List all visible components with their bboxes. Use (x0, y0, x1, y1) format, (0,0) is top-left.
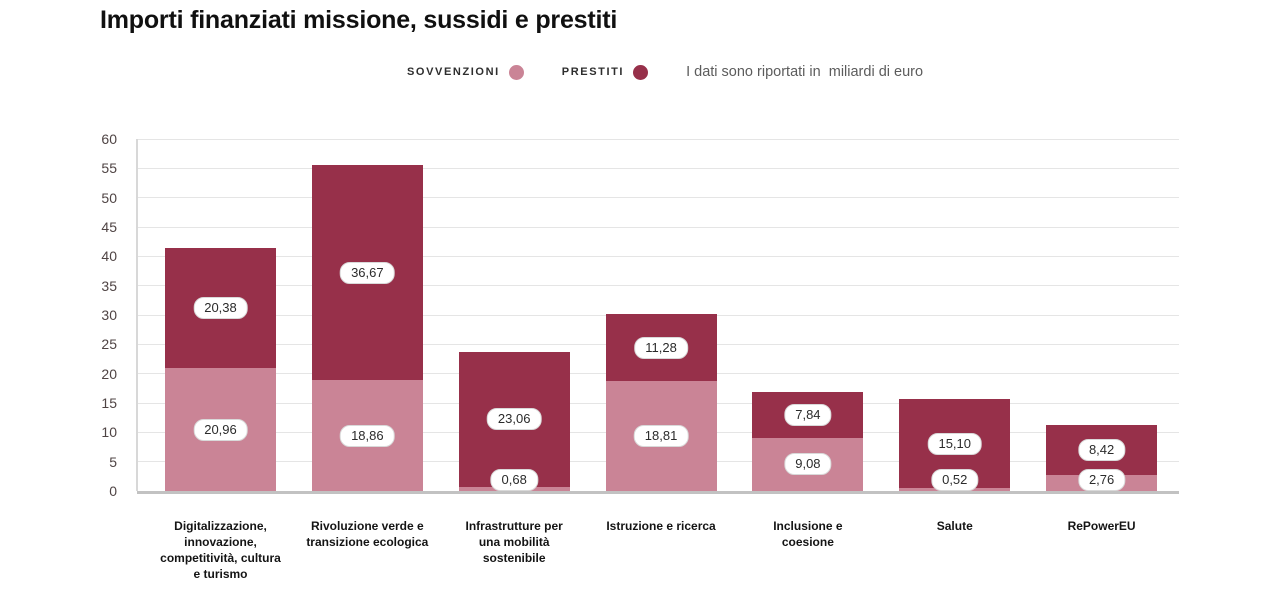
value-label: 36,67 (340, 261, 395, 284)
x-axis-category-label: RePowerEU (1067, 519, 1136, 533)
value-label: 18,86 (340, 424, 395, 447)
y-axis-tick-label: 35 (101, 277, 117, 294)
y-axis-tick-label: 55 (101, 160, 117, 177)
y-axis-tick-label: 5 (109, 453, 117, 470)
x-axis-category-label: Rivoluzione verde e transizione ecologic… (306, 519, 429, 549)
x-axis-category-label: Salute (936, 519, 973, 533)
sovvenzioni-swatch-icon (508, 64, 524, 80)
gridline (137, 197, 1179, 199)
value-label: 7,84 (784, 403, 832, 426)
value-label: 0,68 (490, 469, 538, 491)
y-axis-tick-label: 15 (101, 395, 117, 411)
legend-label-sovvenzioni: SOVVENZIONI (407, 66, 500, 78)
prestiti-swatch-icon (633, 64, 649, 80)
y-axis-tick-label: 40 (101, 248, 117, 265)
gridline (137, 167, 1179, 169)
y-axis-tick-label: 45 (101, 219, 117, 235)
value-label: 9,08 (784, 453, 832, 476)
legend: SOVVENZIONI PRESTITI I dati sono riporta… (407, 62, 923, 82)
value-label: 18,81 (633, 424, 689, 447)
value-label: 0,52 (931, 469, 979, 491)
y-axis-tick-label: 25 (101, 336, 117, 353)
y-axis-tick-label: 0 (109, 483, 117, 499)
legend-item-prestiti[interactable]: PRESTITI (561, 64, 649, 80)
y-axis-tick-label: 20 (101, 365, 117, 382)
gridline (137, 255, 1179, 257)
y-axis-tick-label: 60 (101, 131, 117, 147)
value-label: 8,42 (1077, 439, 1126, 462)
value-label: 15,10 (927, 432, 983, 455)
y-axis-tick-label: 50 (101, 189, 117, 206)
legend-label-prestiti: PRESTITI (561, 66, 625, 78)
chart-title: Importi finanziati missione, sussidi e p… (100, 6, 618, 34)
value-label: 23,06 (486, 408, 542, 431)
gridline (137, 138, 1179, 140)
x-axis-category-label: Inclusione e coesione (773, 519, 843, 549)
value-label: 2,76 (1077, 469, 1126, 491)
legend-item-sovvenzioni[interactable]: SOVVENZIONI (407, 64, 524, 80)
y-axis-tick-label: 10 (101, 424, 117, 441)
gridline (137, 226, 1179, 228)
x-axis-category-label: Infrastrutture per una mobilità sostenib… (465, 519, 563, 565)
x-axis-line (137, 491, 1179, 494)
value-label: 20,96 (193, 418, 248, 441)
y-axis-line (136, 139, 138, 491)
y-axis-tick-label: 30 (101, 307, 117, 323)
value-label: 20,38 (193, 297, 248, 320)
legend-note: I dati sono riportati in miliardi di eur… (686, 64, 924, 80)
value-label: 11,28 (634, 336, 688, 359)
x-axis-category-label: Istruzione e ricerca (606, 519, 716, 533)
x-axis-category-label: Digitalizzazione, innovazione, competiti… (160, 519, 281, 581)
gridline (137, 285, 1179, 287)
